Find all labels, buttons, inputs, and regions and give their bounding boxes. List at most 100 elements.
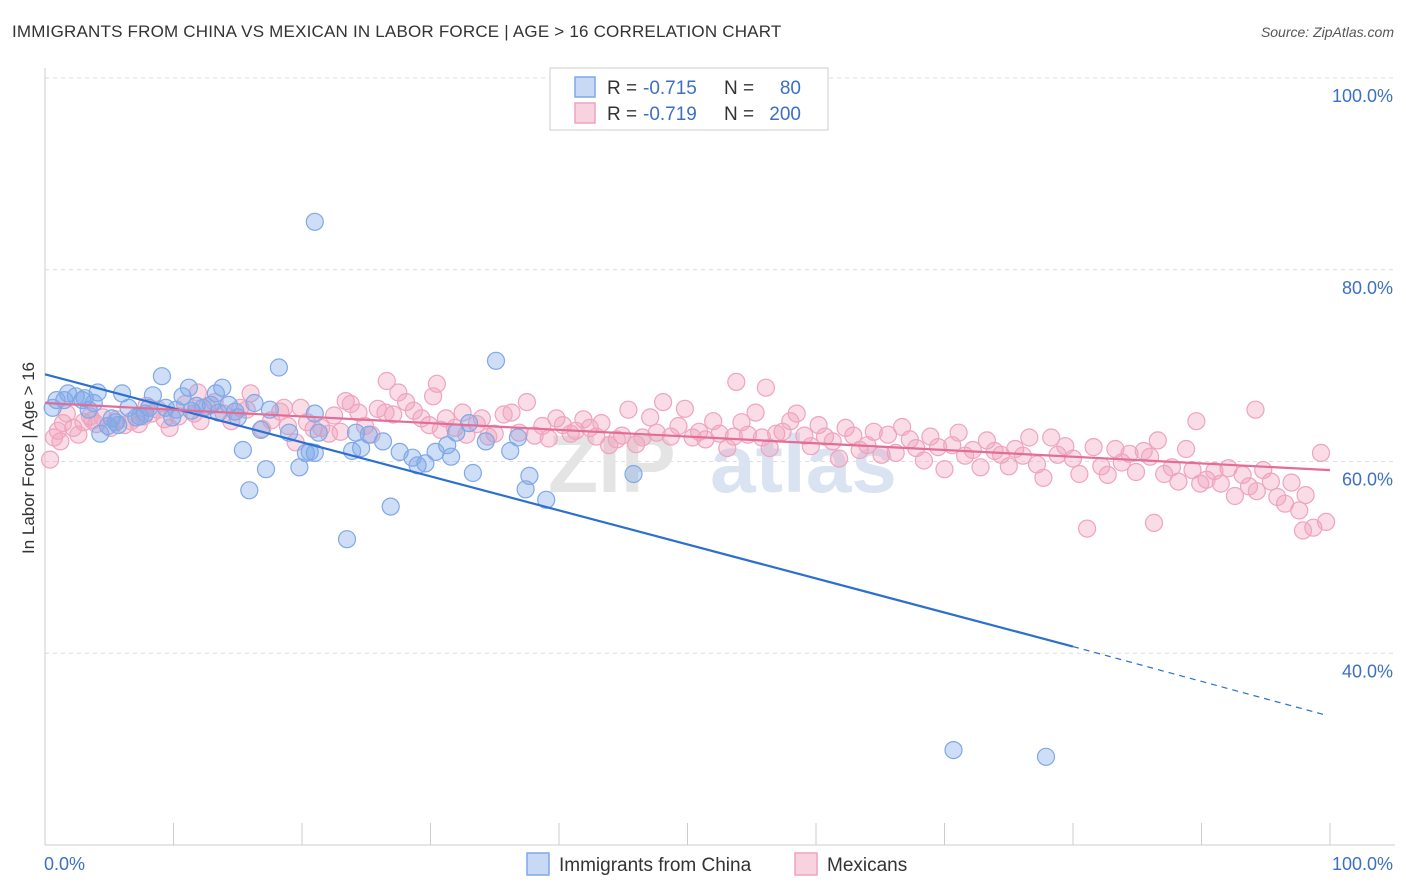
mexicans-point-191: [51, 432, 70, 451]
mexicans-point-158: [1120, 444, 1139, 463]
china-point-74: [520, 466, 539, 485]
china-point-10: [91, 424, 110, 443]
y-tick-labels: 40.0% 60.0% 80.0% 100.0%: [1332, 86, 1393, 681]
mexicans-point-153: [1084, 438, 1103, 457]
mexicans-point-3: [53, 414, 73, 433]
china-point-8: [84, 393, 103, 413]
china-point-34: [213, 378, 232, 397]
bottom-legend-label-mexicans: Mexicans: [827, 855, 907, 876]
legend-r-label-mexicans: R =: [607, 104, 637, 125]
mexicans-point-137: [971, 458, 990, 477]
china-point-31: [201, 395, 220, 414]
mexicans-point-155: [1098, 465, 1117, 484]
mexicans-point-94: [669, 416, 688, 436]
mexicans-point-112: [795, 426, 814, 445]
axes: [44, 68, 1395, 846]
mexicans-point-152: [1077, 519, 1097, 538]
mexicans-point-132: [935, 460, 954, 479]
mexicans-point-91: [647, 423, 666, 442]
china-point-67: [460, 414, 479, 433]
x-tick-label-100: 100.0%: [1332, 854, 1393, 874]
mexicans-point-53: [384, 405, 403, 424]
y-tick-label-100: 100.0%: [1332, 86, 1393, 106]
legend-r-value-china: -0.715: [643, 78, 697, 99]
mexicans-point-129: [914, 451, 934, 470]
mexicans-point-90: [641, 408, 660, 427]
china-point-50: [309, 423, 328, 442]
bottom-legend-label-china: Immigrants from China: [559, 855, 752, 876]
china-point-76: [624, 464, 643, 484]
mexicans-point-147: [1042, 428, 1061, 447]
mexicans-point-195: [427, 374, 446, 393]
y-tick-label-40: 40.0%: [1342, 661, 1393, 681]
mexicans-point-185: [1311, 443, 1331, 462]
mexicans-point-162: [1148, 431, 1167, 450]
bottom-legend-swatch-china: [526, 852, 550, 876]
china-trend-extension: [1072, 645, 1325, 716]
mexicans-point-83: [592, 414, 611, 433]
mexicans-point-87: [619, 400, 638, 419]
legend-box: R = -0.715 N = 80 R = -0.719 N = 200: [549, 67, 829, 131]
mexicans-point-181: [1282, 473, 1301, 492]
china-point-57: [373, 432, 393, 451]
mexicans-point-190: [1246, 400, 1265, 419]
bottom-legend: Immigrants from China Mexicans: [526, 852, 907, 876]
china-point-14: [109, 416, 128, 435]
chart-title: IMMIGRANTS FROM CHINA VS MEXICAN IN LABO…: [12, 22, 782, 41]
mexicans-point-114: [809, 416, 828, 435]
mexicans-point-171: [1211, 474, 1230, 493]
mexicans-point-72: [517, 393, 537, 412]
mexicans-point-146: [1034, 468, 1053, 487]
china-point-73: [516, 480, 535, 499]
mexicans-point-54: [389, 383, 408, 402]
mexicans-point-111: [787, 404, 806, 423]
mexicans-point-75: [539, 429, 558, 448]
mexicans-point-165: [1169, 472, 1188, 491]
mexicans-point-102: [724, 427, 743, 446]
mexicans-point-159: [1126, 462, 1146, 482]
mexicans-point-76: [547, 409, 566, 428]
mexicans-point-189: [1187, 412, 1206, 431]
mexicans-point-163: [1155, 464, 1174, 484]
china-point-64: [438, 436, 457, 455]
china-trend-line: [44, 373, 1074, 648]
mexicans-point-134: [949, 423, 968, 442]
mexicans-point-188: [756, 378, 776, 397]
china-point-77: [944, 740, 963, 760]
mexicans-point-56: [404, 401, 423, 420]
y-tick-label-60: 60.0%: [1342, 470, 1393, 490]
mexicans-point-45: [336, 392, 355, 411]
china-point-44: [269, 358, 288, 377]
x-tick-label-0: 0.0%: [44, 854, 85, 874]
x-tick-labels: 0.0% 100.0%: [44, 854, 1393, 874]
legend-n-value-china: 80: [780, 78, 801, 99]
china-point-70: [486, 351, 506, 370]
mexicans-point-63: [453, 403, 472, 422]
mexicans-point-196: [1144, 513, 1164, 533]
mexicans-point-186: [1316, 512, 1336, 532]
y-tick-label-80: 80.0%: [1342, 278, 1393, 298]
china-point-71: [501, 441, 520, 461]
mexicans-point-150: [1063, 449, 1083, 468]
china-point-72: [508, 428, 528, 447]
mexicans-point-110: [781, 412, 800, 431]
mexicans-point-60: [431, 420, 450, 439]
china-point-27: [179, 378, 198, 397]
mexicans-points: [40, 371, 1336, 540]
mexicans-point-44: [331, 422, 350, 441]
legend-n-label-mexicans: N =: [724, 104, 754, 125]
mexicans-point-176: [1247, 482, 1266, 501]
legend-swatch-china: [574, 76, 596, 98]
china-point-78: [1036, 747, 1056, 766]
mexicans-point-88: [626, 435, 646, 454]
mexicans-point-52: [377, 371, 396, 391]
mexicans-point-166: [1176, 439, 1196, 459]
legend-r-label-china: R =: [607, 78, 637, 99]
china-point-22: [152, 367, 171, 386]
mexicans-point-151: [1070, 464, 1089, 484]
mexicans-point-43: [325, 406, 344, 425]
legend-swatch-mexicans: [574, 102, 596, 124]
china-point-40: [245, 393, 264, 413]
mexicans-trend-line: [44, 401, 1331, 472]
mexicans-point-197: [1293, 521, 1313, 540]
